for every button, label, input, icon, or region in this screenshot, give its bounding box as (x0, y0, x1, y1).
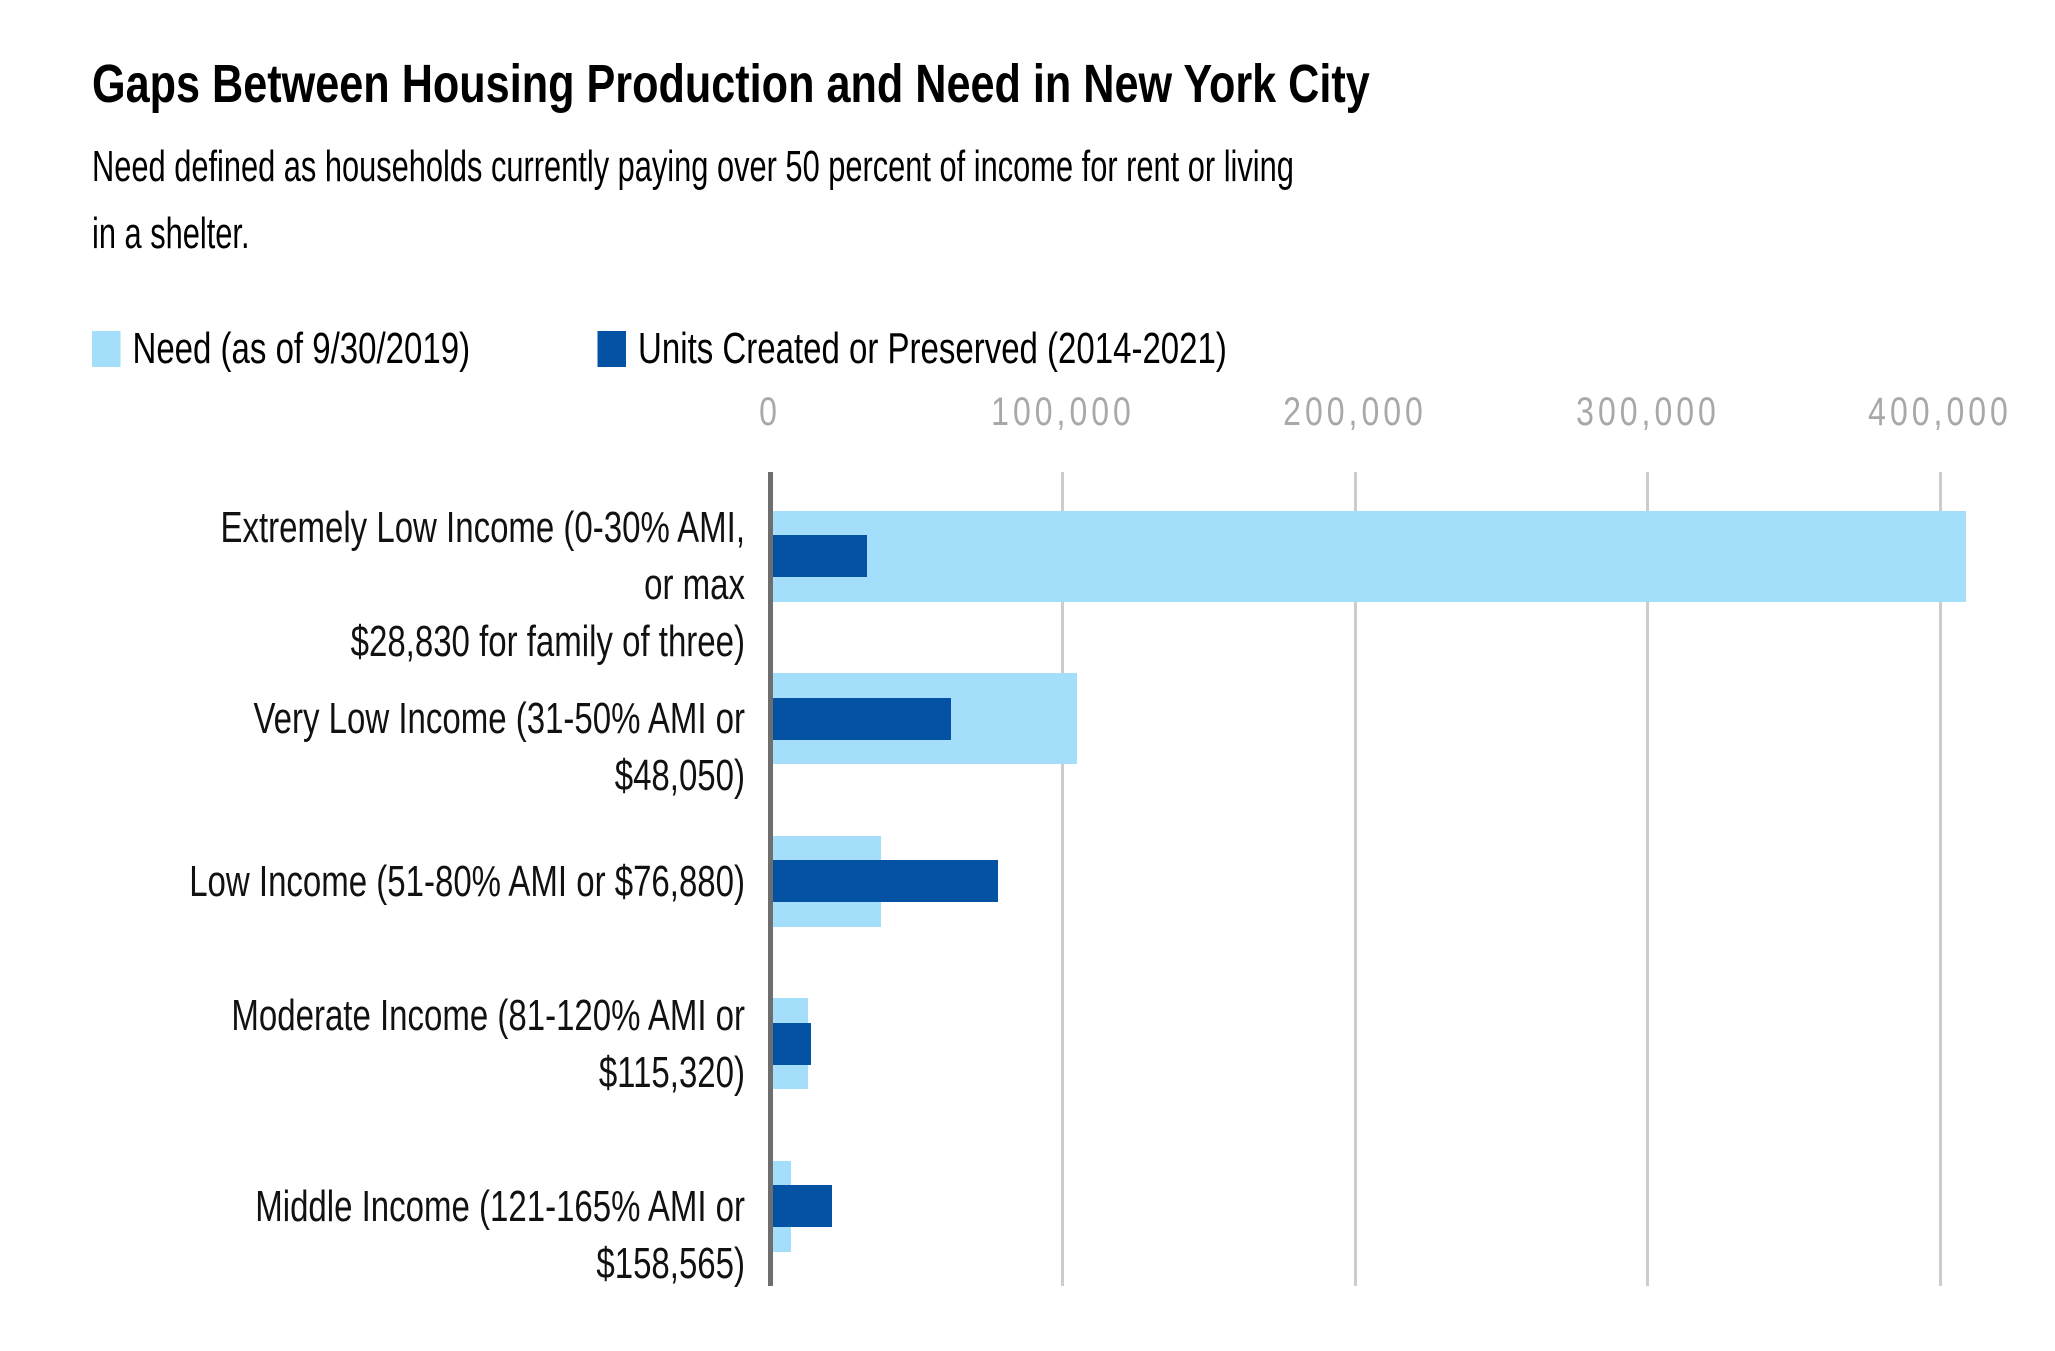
x-axis-tick-label: 100,000 (990, 390, 1135, 434)
category-label: Extremely Low Income (0-30% AMI, or max … (220, 503, 745, 666)
legend-label-need: Need (as of 9/30/2019) (132, 324, 471, 373)
legend: Need (as of 9/30/2019) Units Created or … (92, 324, 1227, 374)
units-bar (773, 1022, 812, 1065)
need-bar (773, 510, 1967, 602)
gridline (1938, 472, 1942, 1286)
legend-swatch-units-icon (597, 331, 627, 367)
category-label: Moderate Income (81-120% AMI or $115,320… (231, 990, 745, 1097)
legend-item-units: Units Created or Preserved (2014-2021) (597, 324, 1227, 374)
page-subtitle: Need defined as households currently pay… (92, 142, 1294, 258)
y-axis-line (768, 472, 773, 1286)
gridline (1646, 472, 1649, 1286)
category-label: Low Income (51-80% AMI or $76,880) (189, 856, 745, 906)
category-label: Very Low Income (31-50% AMI or $48,050) (253, 694, 745, 800)
gridline (1353, 472, 1357, 1286)
units-bar (773, 697, 952, 740)
x-axis-tick-label: 300,000 (1575, 390, 1720, 434)
legend-swatch-need-icon (92, 331, 121, 367)
x-axis-tick-label: 400,000 (1868, 390, 2012, 434)
x-axis-tick-label: 200,000 (1283, 390, 1427, 434)
legend-item-need: Need (as of 9/30/2019) (92, 324, 470, 374)
category-label: Middle Income (121-165% AMI or $158,565) (255, 1181, 745, 1288)
units-bar (773, 1185, 832, 1227)
units-bar (773, 860, 999, 902)
units-bar (773, 535, 867, 577)
gridline (1061, 472, 1064, 1286)
page-title: Gaps Between Housing Production and Need… (92, 54, 1370, 114)
legend-label-units: Units Created or Preserved (2014-2021) (638, 324, 1227, 373)
x-axis-tick-label: 0 (759, 390, 781, 434)
